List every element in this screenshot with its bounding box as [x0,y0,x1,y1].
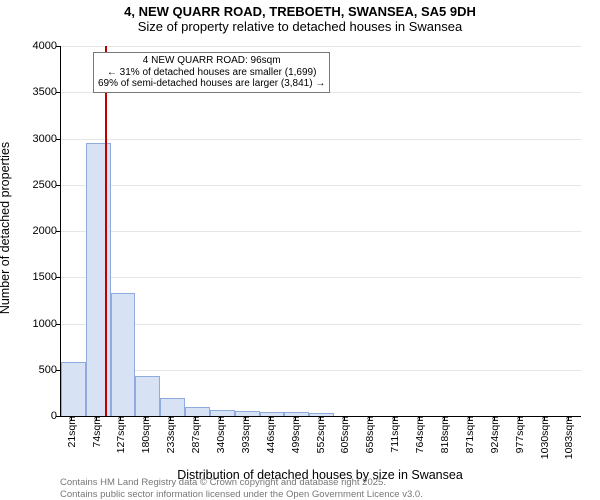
x-tick-label: 1030sqm [537,416,551,459]
x-tick-label: 871sqm [462,416,476,453]
histogram-bar [135,376,160,416]
x-tick-label: 818sqm [437,416,451,453]
y-tick-label: 1500 [33,271,61,283]
grid-line [61,139,581,140]
histogram-bar [185,407,210,416]
grid-line [61,231,581,232]
marker-line [105,46,107,416]
y-axis-label: Number of detached properties [0,128,12,328]
x-tick-label: 711sqm [387,416,401,453]
y-tick-label: 0 [51,410,61,422]
x-tick-label: 340sqm [213,416,227,453]
footer-text: Contains HM Land Registry data © Crown c… [60,477,423,500]
grid-line [61,370,581,371]
plot-area: 050010001500200025003000350040004 NEW QU… [60,46,581,417]
footer-line-1: Contains HM Land Registry data © Crown c… [60,477,423,488]
y-tick-label: 2500 [33,179,61,191]
x-tick-label: 764sqm [412,416,426,453]
x-tick-label: 446sqm [263,416,277,453]
annotation-line: 69% of semi-detached houses are larger (… [98,78,325,90]
y-tick-label: 2000 [33,225,61,237]
x-tick-label: 977sqm [512,416,526,453]
grid-line [61,185,581,186]
title-sub: Size of property relative to detached ho… [0,19,600,34]
annotation-box: 4 NEW QUARR ROAD: 96sqm← 31% of detached… [93,52,330,93]
y-tick-label: 3500 [33,86,61,98]
grid-line [61,46,581,47]
histogram-bar [160,398,185,417]
y-tick-label: 1000 [33,318,61,330]
histogram-bar [111,293,136,416]
x-tick-label: 287sqm [188,416,202,453]
histogram-bar [61,362,86,416]
x-tick-label: 1083sqm [561,416,575,459]
x-tick-label: 552sqm [313,416,327,453]
y-tick-label: 4000 [33,40,61,52]
x-tick-label: 924sqm [487,416,501,453]
grid-line [61,324,581,325]
grid-line [61,277,581,278]
footer-line-2: Contains public sector information licen… [60,489,423,500]
chart-container: 4, NEW QUARR ROAD, TREBOETH, SWANSEA, SA… [0,4,600,500]
y-tick-label: 3000 [33,133,61,145]
y-tick-label: 500 [39,364,61,376]
title-main: 4, NEW QUARR ROAD, TREBOETH, SWANSEA, SA… [0,4,600,19]
x-tick-label: 499sqm [288,416,302,453]
x-tick-label: 74sqm [89,416,103,448]
x-tick-label: 605sqm [337,416,351,453]
x-tick-label: 21sqm [64,416,78,448]
x-tick-label: 180sqm [138,416,152,453]
x-tick-label: 233sqm [163,416,177,453]
x-tick-label: 658sqm [362,416,376,453]
x-tick-label: 127sqm [113,416,127,453]
x-tick-label: 393sqm [238,416,252,453]
annotation-line: 4 NEW QUARR ROAD: 96sqm [98,55,325,67]
annotation-line: ← 31% of detached houses are smaller (1,… [98,67,325,79]
